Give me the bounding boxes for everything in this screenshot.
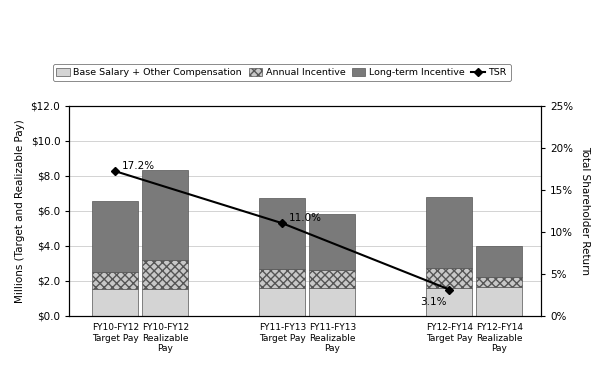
Bar [309, 270, 355, 287]
Bar [427, 287, 473, 316]
Y-axis label: Millions (Target and Realizable Pay): Millions (Target and Realizable Pay) [15, 119, 25, 302]
Bar [93, 201, 138, 272]
Y-axis label: Total Shareholder Return: Total Shareholder Return [580, 146, 590, 275]
Bar [93, 272, 138, 289]
Bar [309, 287, 355, 316]
Bar [477, 277, 522, 287]
Text: 17.2%: 17.2% [122, 161, 155, 171]
Bar [427, 197, 473, 268]
Bar [142, 170, 188, 259]
Bar [93, 289, 138, 316]
Bar [309, 214, 355, 270]
Legend: Base Salary + Other Compensation, Annual Incentive, Long-term Incentive, TSR: Base Salary + Other Compensation, Annual… [53, 64, 511, 81]
Bar [142, 289, 188, 316]
Bar [477, 247, 522, 277]
Bar [477, 287, 522, 316]
Bar [142, 259, 188, 289]
Bar [260, 198, 306, 269]
Bar [427, 268, 473, 287]
Bar [260, 287, 306, 316]
Text: 3.1%: 3.1% [420, 297, 446, 307]
Text: 11.0%: 11.0% [289, 213, 322, 223]
Bar [260, 269, 306, 287]
